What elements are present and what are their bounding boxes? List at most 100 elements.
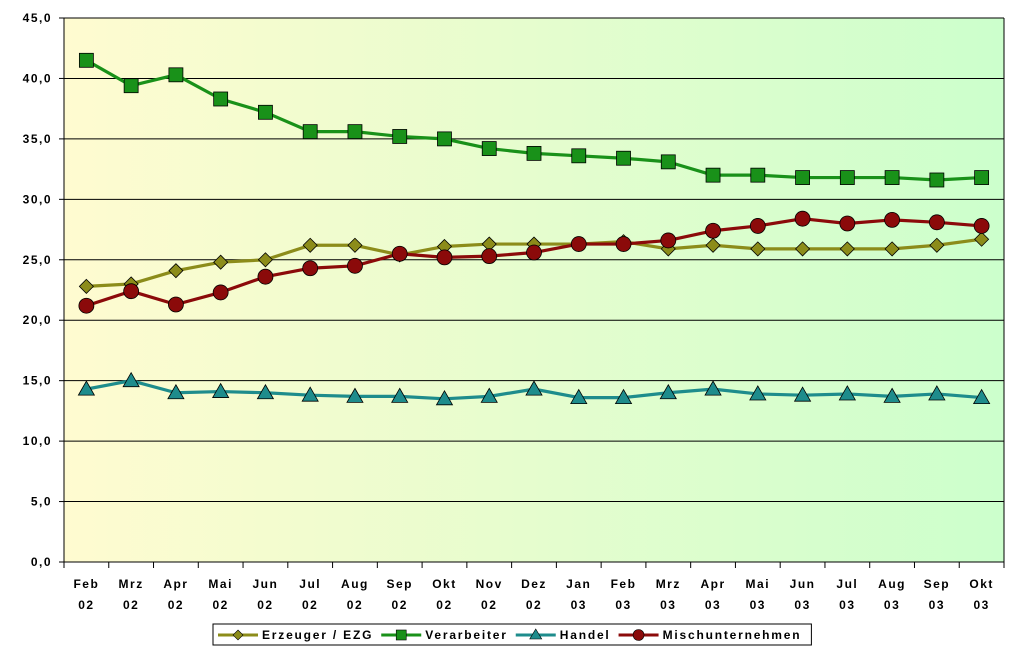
y-tick-labels: 0,0 5,0 10,0 15,0 20,0 25,0 30,0 35,0 40,0 45,0	[23, 11, 52, 569]
data-point-diamond	[302, 237, 318, 253]
data-point-circle	[391, 245, 408, 262]
y-tick-label: 35,0	[23, 132, 52, 146]
data-point-circle	[973, 218, 990, 234]
x-tick-label-month: Apr	[163, 577, 188, 591]
x-tick-label-year: 03	[839, 598, 855, 612]
data-point-square	[437, 131, 452, 147]
x-tick-label-year: 02	[347, 598, 363, 612]
x-tick-label-year: 03	[705, 598, 721, 612]
x-tick-label-year: 02	[257, 598, 273, 612]
x-tick-label-month: Mrz	[119, 577, 144, 591]
data-point-square	[929, 172, 945, 188]
y-tick-label: 20,0	[23, 313, 52, 327]
x-tick-label-year: 03	[750, 598, 766, 612]
legend-marker	[632, 629, 645, 641]
data-point-square	[213, 91, 229, 107]
data-point-diamond	[347, 237, 363, 253]
data-point-diamond	[213, 254, 229, 270]
data-point-square	[660, 154, 676, 170]
data-point-triangle	[391, 387, 409, 403]
x-tick-label-year: 03	[929, 598, 945, 612]
x-tick-label-month: Nov	[476, 577, 503, 591]
legend-label: Verarbeiter	[425, 628, 508, 642]
x-tick-label-month: Okt	[432, 577, 457, 591]
y-tick-label: 10,0	[23, 434, 52, 448]
data-point-triangle	[301, 386, 319, 402]
x-tick-label-month: Mai	[208, 577, 233, 591]
x-tick-label-year: 02	[526, 598, 542, 612]
data-point-circle	[168, 296, 184, 313]
y-tick-label: 25,0	[23, 253, 52, 267]
legend-item: Handel	[515, 628, 609, 642]
data-point-triangle	[480, 387, 498, 403]
data-point-circle	[749, 218, 766, 234]
data-point-square	[705, 167, 721, 183]
data-point-square	[123, 78, 139, 94]
x-tick-label-year: 03	[884, 598, 900, 612]
data-point-triangle	[704, 380, 722, 396]
data-point-triangle	[346, 387, 364, 403]
x-tick-label-month: Mai	[746, 577, 771, 591]
x-tick-label-month: Dez	[521, 577, 547, 591]
x-tick-label-year: 02	[436, 598, 452, 612]
data-point-square	[839, 170, 855, 185]
series-handel	[77, 371, 991, 406]
x-tick-label-month: Feb	[611, 577, 637, 591]
data-point-circle	[794, 210, 811, 227]
x-tick-label-year: 02	[168, 598, 184, 612]
x-tick-label-year: 02	[78, 598, 94, 612]
data-point-diamond	[839, 241, 855, 257]
series-group	[77, 52, 991, 406]
data-point-circle	[660, 232, 677, 249]
x-tick-label-month: Jul	[836, 577, 858, 591]
legend-label: Mischunternehmen	[663, 628, 802, 642]
series-erzeuger-ezg	[78, 231, 990, 294]
data-point-triangle	[525, 380, 543, 396]
x-tick-label-month: Jan	[566, 577, 591, 591]
y-tick-label: 30,0	[23, 192, 52, 206]
y-tick-label: 15,0	[23, 374, 52, 388]
data-point-triangle	[256, 383, 275, 400]
y-tick-label: 0,0	[31, 555, 52, 569]
data-point-triangle	[211, 382, 230, 398]
data-point-square	[392, 129, 408, 144]
legend: Erzeuger / EZG Verarbeiter Handel Mischunte…	[212, 623, 812, 646]
data-point-diamond	[929, 237, 945, 253]
data-point-circle	[615, 236, 632, 252]
data-point-circle	[347, 257, 363, 274]
data-point-diamond	[884, 241, 900, 257]
x-tick-label-month: Feb	[73, 577, 99, 591]
data-point-square	[347, 124, 363, 140]
series-mischunternehmen	[78, 210, 990, 314]
data-point-triangle	[838, 385, 857, 401]
data-point-triangle	[659, 383, 677, 400]
data-point-circle	[436, 249, 453, 266]
legend-marker	[232, 629, 244, 641]
data-point-diamond	[750, 241, 766, 257]
x-tick-label-month: Aug	[878, 577, 906, 591]
y-tick-label: 40,0	[23, 71, 52, 85]
data-point-circle	[123, 283, 140, 300]
data-point-triangle	[77, 380, 96, 396]
x-tick-label-month: Mrz	[656, 577, 681, 591]
x-tick-label-year: 02	[392, 598, 408, 612]
data-point-triangle	[749, 385, 767, 401]
y-tick-label: 5,0	[31, 495, 52, 509]
x-tick-label-month: Sep	[924, 577, 951, 591]
data-point-diamond	[974, 231, 990, 247]
data-point-square	[571, 148, 587, 164]
axes	[63, 18, 1005, 568]
data-point-circle	[257, 268, 274, 285]
data-point-square	[302, 124, 318, 140]
data-point-circle	[705, 222, 721, 239]
data-point-circle	[481, 248, 498, 265]
x-tick-label-month: Aug	[341, 577, 369, 591]
data-point-circle	[884, 211, 900, 228]
data-point-diamond	[795, 241, 811, 257]
data-point-triangle	[883, 387, 901, 403]
x-tick-label-year: 03	[660, 598, 676, 612]
legend-item: Verarbeiter	[381, 628, 508, 642]
data-point-diamond	[257, 252, 273, 268]
data-point-triangle	[972, 388, 991, 404]
data-point-square	[258, 104, 273, 120]
